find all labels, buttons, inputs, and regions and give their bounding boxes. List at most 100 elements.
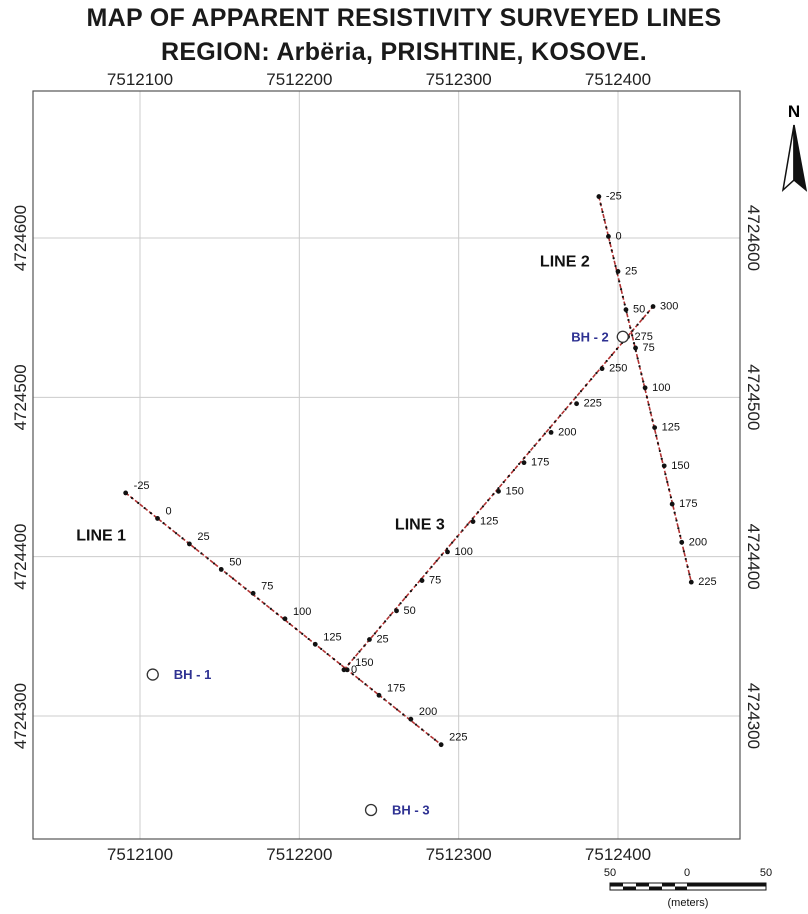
y-tick-label-left: 4724600 — [11, 205, 30, 271]
electrode-point — [621, 295, 625, 298]
station-marker — [574, 401, 579, 407]
electrode-point — [476, 511, 479, 514]
electrode-point — [632, 341, 636, 345]
x-tick-label-bottom: 7512100 — [107, 845, 173, 864]
station-marker — [596, 194, 602, 199]
station-label: 150 — [506, 485, 524, 497]
electrode-point — [421, 728, 424, 731]
electrode-point — [682, 550, 686, 553]
line-name-label: LINE 3 — [395, 517, 445, 534]
electrode-point — [212, 562, 216, 565]
electrode-point — [435, 559, 438, 562]
electrode-point — [358, 678, 361, 681]
station-marker — [408, 716, 414, 722]
borehole-marker-icon — [146, 668, 159, 681]
electrode-point — [466, 523, 469, 526]
station-marker — [650, 304, 656, 309]
electrode-point — [358, 650, 361, 653]
station-marker — [445, 549, 450, 555]
station-label: 125 — [323, 631, 341, 643]
boreholes: BH - 1 BH - 2 BH - 3 — [146, 329, 629, 818]
electrode-point — [502, 480, 505, 484]
station-label: 75 — [429, 575, 441, 587]
x-tick-label-bottom: 7512400 — [585, 845, 651, 864]
electrode-point — [445, 547, 449, 550]
electrode-point — [673, 511, 676, 514]
x-tick-label-bottom: 7512200 — [266, 845, 332, 864]
electrode-point — [363, 644, 366, 647]
electrode-point — [612, 257, 615, 260]
electrode-point — [414, 583, 418, 587]
electrode-point — [414, 723, 418, 726]
electrode-point — [351, 673, 354, 676]
electrode-point — [301, 632, 304, 636]
x-tick-label-bottom: 7512300 — [426, 845, 492, 864]
borehole-label: BH - 1 — [174, 667, 212, 682]
station-label: 25 — [197, 531, 209, 543]
station-label: 75 — [643, 342, 655, 354]
electrode-point — [275, 612, 279, 615]
electrode-point — [269, 607, 272, 610]
electrode-point — [564, 408, 567, 411]
electrode-point — [389, 614, 392, 617]
electrode-point — [206, 557, 209, 560]
electrode-point — [688, 573, 691, 576]
electrode-point — [353, 656, 356, 659]
station-marker — [155, 516, 160, 521]
electrode-point — [528, 450, 531, 453]
electrode-point — [497, 487, 500, 490]
electrode-point — [677, 527, 680, 530]
station-marker — [419, 578, 425, 583]
scale-segment — [687, 883, 766, 887]
electrode-point — [669, 496, 673, 499]
station-label: 100 — [652, 382, 670, 394]
electrode-point — [404, 596, 407, 599]
electrode-point — [642, 380, 645, 383]
station-marker — [394, 608, 399, 614]
survey-line-3: 0 25 50 75 100 125 150 175 200 225 250 275 300 LINE 3 — [341, 301, 678, 676]
electrode-point — [440, 553, 443, 556]
station-label: 225 — [698, 576, 716, 588]
electrode-point — [649, 411, 652, 414]
y-tick-label-right: 4724300 — [744, 683, 763, 749]
electrode-point — [307, 637, 310, 641]
line-name-label: LINE 2 — [540, 254, 590, 271]
station-marker — [521, 460, 527, 466]
north-label: N — [788, 102, 800, 121]
electrode-point — [370, 688, 373, 691]
electrode-point — [569, 402, 572, 405]
station-marker — [615, 269, 621, 274]
electrode-point — [389, 703, 392, 706]
map-frame — [32, 90, 741, 840]
station-label: -25 — [134, 480, 150, 492]
electrode-point — [225, 572, 228, 575]
station-label: 50 — [229, 556, 241, 568]
station-marker — [123, 490, 129, 496]
electrode-point — [599, 203, 602, 206]
station-marker — [661, 463, 667, 469]
map-title: MAP OF APPARENT RESISTIVITY SURVEYED LIN… — [86, 4, 722, 32]
station-label: 125 — [480, 516, 498, 528]
x-tick-label-top: 7512100 — [107, 70, 173, 89]
station-label: 300 — [660, 301, 678, 313]
electrode-point — [543, 432, 546, 435]
electrode-point — [347, 662, 351, 665]
electrode-point — [603, 218, 606, 221]
electrode-point — [339, 663, 342, 666]
electrode-point — [584, 384, 588, 387]
station-marker — [679, 539, 685, 545]
borehole-1: BH - 1 — [146, 667, 212, 682]
electrode-point — [395, 708, 399, 711]
station-label: 0 — [166, 505, 172, 517]
north-arrow-right-half — [793, 124, 808, 192]
electrode-point — [668, 488, 671, 491]
electrode-point — [326, 652, 329, 656]
electrode-point — [461, 529, 464, 532]
electrode-point — [162, 522, 165, 525]
electrode-point — [425, 571, 428, 575]
electrode-point — [658, 449, 661, 453]
x-axis-ticks: 7512100 7512100 7512200 7512200 7512300 75123… — [107, 70, 651, 864]
north-arrow-left-half — [781, 124, 795, 193]
station-marker — [623, 307, 629, 313]
